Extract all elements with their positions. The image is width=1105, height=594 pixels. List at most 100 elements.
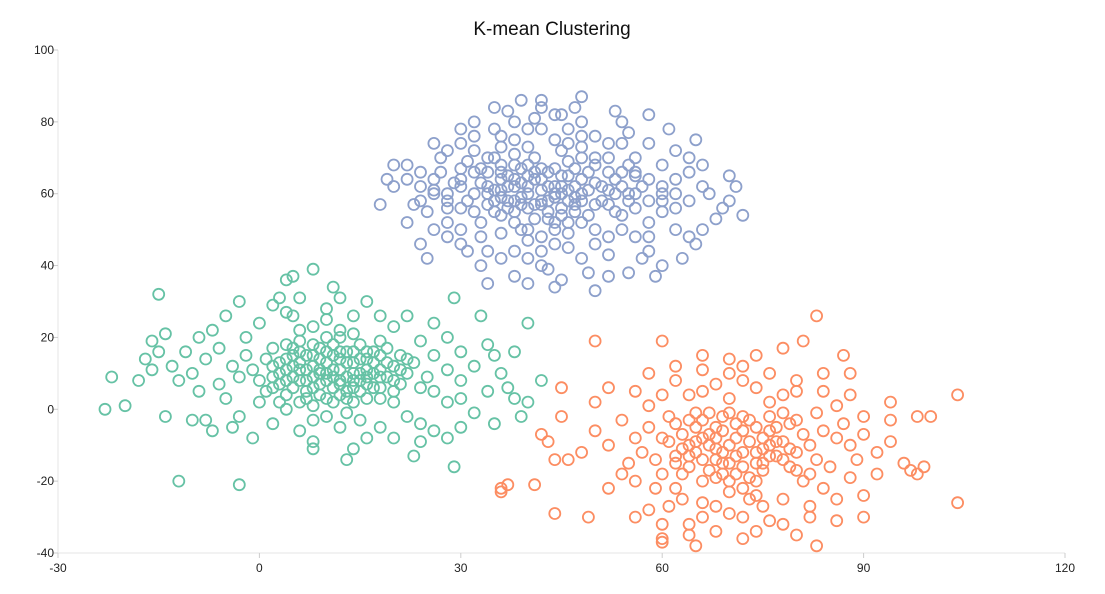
y-tick-label: 40 bbox=[41, 259, 55, 273]
x-tick-label: 0 bbox=[256, 561, 263, 575]
axes: -30 0 30 60 90 120 -40 -20 0 20 40 60 80 100 bbox=[34, 43, 1075, 575]
data-point bbox=[575, 140, 588, 154]
data-point bbox=[669, 449, 682, 463]
data-point bbox=[588, 424, 602, 438]
data-point bbox=[595, 180, 609, 193]
data-point bbox=[535, 244, 548, 258]
data-point bbox=[951, 496, 964, 510]
data-point bbox=[414, 165, 427, 179]
data-point bbox=[655, 532, 669, 545]
data-point bbox=[387, 158, 401, 172]
data-point bbox=[313, 341, 327, 355]
data-point bbox=[722, 474, 736, 488]
data-point bbox=[514, 198, 528, 211]
data-point bbox=[608, 187, 622, 201]
data-point bbox=[642, 366, 656, 380]
data-point bbox=[380, 356, 394, 370]
data-point bbox=[360, 370, 374, 384]
data-point bbox=[541, 194, 555, 208]
data-point bbox=[709, 212, 723, 226]
data-point bbox=[299, 392, 313, 405]
data-point bbox=[373, 381, 387, 395]
points-layer bbox=[98, 90, 964, 553]
data-point bbox=[535, 122, 548, 136]
data-point bbox=[212, 377, 226, 391]
data-point bbox=[628, 230, 642, 244]
data-point bbox=[682, 230, 696, 244]
y-tick-label: -20 bbox=[37, 474, 55, 488]
data-point bbox=[179, 345, 193, 359]
data-point bbox=[588, 284, 602, 298]
data-point bbox=[313, 388, 327, 402]
data-point bbox=[320, 410, 333, 423]
data-point bbox=[132, 374, 146, 387]
data-point bbox=[810, 539, 823, 553]
data-point bbox=[555, 180, 568, 193]
data-point bbox=[467, 406, 481, 420]
data-point bbox=[588, 198, 602, 211]
data-point bbox=[514, 162, 528, 176]
data-point bbox=[205, 424, 219, 438]
data-point bbox=[722, 485, 736, 499]
data-point bbox=[266, 417, 280, 431]
data-point bbox=[273, 291, 286, 305]
data-point bbox=[729, 180, 743, 193]
data-point bbox=[454, 237, 468, 251]
data-point bbox=[487, 183, 501, 197]
data-point bbox=[756, 456, 770, 470]
data-point bbox=[642, 503, 656, 517]
data-point bbox=[98, 402, 112, 416]
data-point bbox=[884, 395, 897, 409]
data-point bbox=[286, 341, 300, 355]
data-point bbox=[494, 251, 508, 265]
data-point bbox=[508, 172, 521, 186]
data-point bbox=[252, 316, 266, 330]
data-point bbox=[521, 277, 535, 290]
data-point bbox=[535, 198, 548, 211]
data-point bbox=[588, 176, 602, 190]
data-point bbox=[628, 474, 642, 488]
data-point bbox=[414, 381, 427, 395]
data-point bbox=[729, 431, 743, 445]
data-point bbox=[400, 410, 414, 423]
data-point bbox=[138, 352, 152, 366]
data-point bbox=[373, 348, 387, 362]
data-point bbox=[320, 356, 333, 370]
data-point bbox=[736, 359, 750, 373]
data-point bbox=[642, 399, 656, 413]
data-point bbox=[494, 366, 508, 380]
data-point bbox=[340, 345, 354, 359]
data-point bbox=[521, 395, 535, 409]
data-point bbox=[722, 352, 736, 366]
data-point bbox=[541, 165, 555, 179]
data-point bbox=[635, 180, 649, 193]
data-point bbox=[722, 406, 736, 420]
data-point bbox=[548, 507, 562, 520]
data-point bbox=[373, 309, 387, 323]
data-point bbox=[427, 384, 441, 398]
data-point bbox=[709, 499, 723, 513]
data-point bbox=[602, 248, 615, 262]
data-point bbox=[279, 338, 293, 352]
data-point bbox=[642, 230, 656, 244]
y-tick-label: 60 bbox=[41, 187, 55, 201]
data-point bbox=[387, 374, 401, 387]
data-point bbox=[615, 208, 629, 222]
data-point bbox=[857, 510, 870, 524]
data-point bbox=[414, 334, 427, 348]
data-point bbox=[628, 201, 642, 215]
data-point bbox=[857, 489, 870, 502]
data-point bbox=[582, 510, 595, 524]
data-point bbox=[232, 370, 246, 384]
data-point bbox=[420, 251, 434, 265]
data-point bbox=[360, 352, 374, 366]
data-point bbox=[588, 395, 602, 409]
data-point bbox=[508, 158, 521, 172]
data-point bbox=[669, 456, 682, 470]
data-point bbox=[561, 122, 575, 136]
data-point bbox=[662, 499, 676, 513]
data-point bbox=[722, 438, 736, 452]
data-point bbox=[702, 406, 716, 420]
data-point bbox=[602, 136, 615, 150]
data-point bbox=[521, 122, 535, 136]
